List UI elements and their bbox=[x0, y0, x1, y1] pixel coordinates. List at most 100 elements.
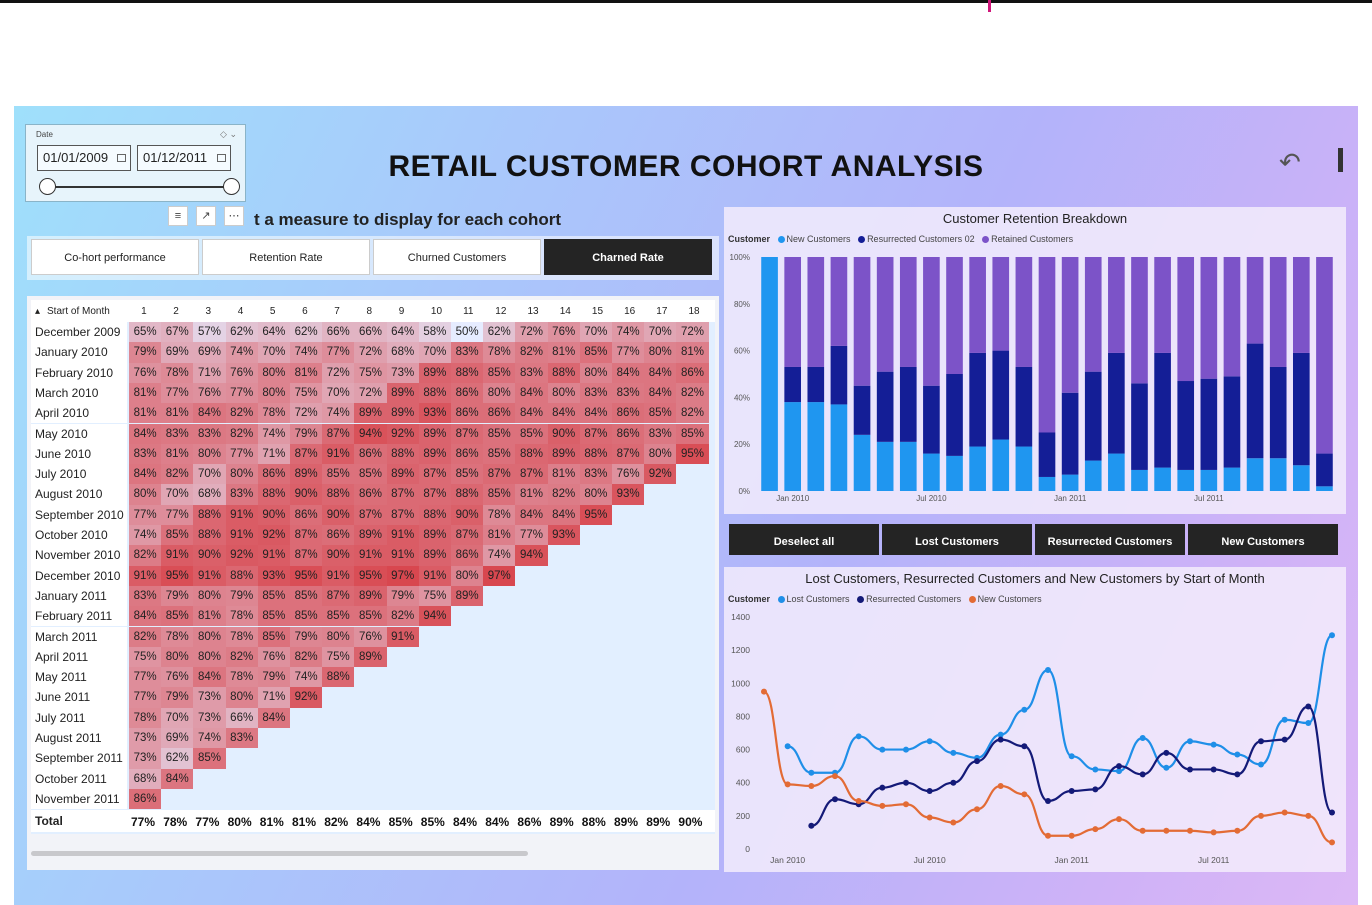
matrix-cell[interactable]: 79% bbox=[129, 342, 162, 363]
matrix-cell[interactable]: 85% bbox=[483, 362, 516, 383]
matrix-cell[interactable]: 57% bbox=[193, 322, 226, 343]
matrix-cell[interactable]: 79% bbox=[161, 687, 194, 708]
matrix-cell[interactable]: 86% bbox=[129, 788, 162, 810]
cohort-row-label[interactable]: November 2011 bbox=[31, 788, 127, 810]
matrix-cell[interactable]: 72% bbox=[354, 382, 387, 404]
matrix-cell[interactable]: 89% bbox=[418, 545, 451, 566]
matrix-cell[interactable]: 88% bbox=[322, 667, 355, 688]
sort-arrow-icon[interactable]: ▴ bbox=[35, 306, 41, 317]
matrix-cell[interactable]: 87% bbox=[515, 464, 548, 485]
column-header[interactable]: 6 bbox=[302, 306, 308, 317]
matrix-cell[interactable]: 89% bbox=[451, 585, 484, 607]
matrix-cell[interactable]: 88% bbox=[515, 443, 548, 465]
matrix-cell[interactable]: 76% bbox=[612, 464, 645, 485]
matrix-cell[interactable]: 91% bbox=[225, 525, 258, 546]
matrix-cell[interactable]: 82% bbox=[129, 545, 162, 566]
matrix-cell[interactable]: 82% bbox=[547, 484, 580, 505]
matrix-cell[interactable]: 83% bbox=[161, 423, 194, 444]
matrix-cell[interactable]: 64% bbox=[257, 322, 290, 343]
matrix-cell[interactable]: 77% bbox=[515, 525, 548, 546]
matrix-cell[interactable]: 85% bbox=[676, 423, 709, 444]
matrix-cell[interactable]: 84% bbox=[644, 362, 677, 383]
matrix-cell[interactable]: 77% bbox=[612, 342, 645, 363]
matrix-cell[interactable]: 78% bbox=[129, 707, 162, 728]
column-header[interactable]: 12 bbox=[495, 306, 507, 317]
matrix-cell[interactable]: 86% bbox=[451, 403, 484, 424]
matrix-cell[interactable]: 68% bbox=[193, 484, 226, 505]
matrix-cell[interactable]: 84% bbox=[612, 362, 645, 383]
tab-churned-customers[interactable]: Churned Customers bbox=[373, 239, 541, 275]
matrix-cell[interactable]: 86% bbox=[676, 362, 709, 383]
column-header[interactable]: 4 bbox=[237, 306, 244, 317]
matrix-cell[interactable]: 91% bbox=[129, 565, 162, 586]
matrix-cell[interactable]: 83% bbox=[644, 423, 677, 444]
matrix-cell[interactable]: 64% bbox=[386, 322, 419, 343]
matrix-cell[interactable]: 91% bbox=[161, 545, 194, 566]
cohort-row-label[interactable]: August 2011 bbox=[31, 728, 127, 749]
matrix-cell[interactable]: 82% bbox=[225, 646, 258, 668]
matrix-cell[interactable]: 84% bbox=[579, 403, 612, 424]
matrix-cell[interactable]: 90% bbox=[257, 504, 290, 525]
matrix-cell[interactable]: 83% bbox=[225, 484, 258, 505]
matrix-cell[interactable]: 83% bbox=[579, 382, 612, 404]
matrix-cell[interactable]: 88% bbox=[193, 504, 226, 525]
matrix-cell[interactable]: 80% bbox=[225, 687, 258, 708]
matrix-cell[interactable]: 82% bbox=[161, 464, 194, 485]
matrix-cell[interactable]: 87% bbox=[579, 423, 612, 444]
column-header[interactable]: 15 bbox=[591, 306, 604, 317]
matrix-cell[interactable]: 87% bbox=[612, 443, 645, 465]
matrix-cell[interactable]: 85% bbox=[354, 464, 387, 485]
matrix-cell[interactable]: 74% bbox=[290, 342, 323, 363]
matrix-cell[interactable]: 76% bbox=[354, 626, 387, 647]
matrix-cell[interactable]: 91% bbox=[386, 525, 419, 546]
matrix-cell[interactable]: 91% bbox=[418, 565, 451, 586]
matrix-cell[interactable]: 75% bbox=[354, 362, 387, 383]
matrix-cell[interactable]: 91% bbox=[193, 565, 226, 586]
matrix-cell[interactable]: 89% bbox=[386, 382, 419, 404]
matrix-cell[interactable]: 85% bbox=[161, 525, 194, 546]
matrix-cell[interactable]: 79% bbox=[290, 626, 323, 647]
matrix-cell[interactable]: 62% bbox=[290, 322, 323, 343]
cohort-row-label[interactable]: June 2011 bbox=[31, 687, 127, 708]
matrix-cell[interactable]: 78% bbox=[483, 342, 516, 363]
cohort-row-label[interactable]: April 2011 bbox=[31, 646, 127, 668]
matrix-cell[interactable]: 78% bbox=[225, 606, 258, 627]
matrix-cell[interactable]: 67% bbox=[161, 322, 194, 343]
matrix-cell[interactable]: 80% bbox=[257, 382, 290, 404]
legend-new[interactable]: New Customers bbox=[786, 234, 851, 244]
matrix-cell[interactable]: 77% bbox=[129, 667, 162, 688]
matrix-cell[interactable]: 77% bbox=[225, 382, 258, 404]
matrix-cell[interactable]: 50% bbox=[451, 322, 484, 343]
matrix-cell[interactable]: 91% bbox=[225, 504, 258, 525]
matrix-cell[interactable]: 85% bbox=[579, 342, 612, 363]
cohort-row-label[interactable]: June 2010 bbox=[31, 443, 127, 465]
column-header[interactable]: 3 bbox=[205, 306, 212, 317]
matrix-cell[interactable]: 70% bbox=[161, 484, 194, 505]
matrix-cell[interactable]: 86% bbox=[322, 525, 355, 546]
matrix-cell[interactable]: 66% bbox=[225, 707, 258, 728]
matrix-cell[interactable]: 81% bbox=[483, 525, 516, 546]
matrix-cell[interactable]: 62% bbox=[161, 748, 194, 769]
column-header[interactable]: 5 bbox=[269, 306, 276, 317]
matrix-cell[interactable]: 80% bbox=[225, 464, 258, 485]
matrix-cell[interactable]: 95% bbox=[290, 565, 323, 586]
matrix-cell[interactable]: 76% bbox=[193, 382, 226, 404]
filter-icon[interactable]: ≡ bbox=[168, 206, 188, 226]
matrix-cell[interactable]: 80% bbox=[644, 443, 677, 465]
matrix-cell[interactable]: 87% bbox=[290, 525, 323, 546]
matrix-cell[interactable]: 75% bbox=[129, 646, 162, 668]
matrix-cell[interactable]: 84% bbox=[515, 382, 548, 404]
matrix-cell[interactable]: 81% bbox=[676, 342, 709, 363]
column-header[interactable]: 18 bbox=[688, 306, 700, 317]
matrix-cell[interactable]: 72% bbox=[515, 322, 548, 343]
matrix-cell[interactable]: 87% bbox=[290, 443, 323, 465]
matrix-cell[interactable]: 83% bbox=[451, 342, 484, 363]
matrix-cell[interactable]: 80% bbox=[483, 382, 516, 404]
matrix-cell[interactable]: 81% bbox=[547, 464, 580, 485]
matrix-cell[interactable]: 93% bbox=[257, 565, 290, 586]
cohort-row-label[interactable]: October 2010 bbox=[31, 525, 127, 546]
matrix-cell[interactable]: 83% bbox=[612, 382, 645, 404]
matrix-cell[interactable]: 82% bbox=[129, 626, 162, 647]
matrix-cell[interactable]: 70% bbox=[418, 342, 451, 363]
matrix-cell[interactable]: 94% bbox=[354, 423, 387, 444]
